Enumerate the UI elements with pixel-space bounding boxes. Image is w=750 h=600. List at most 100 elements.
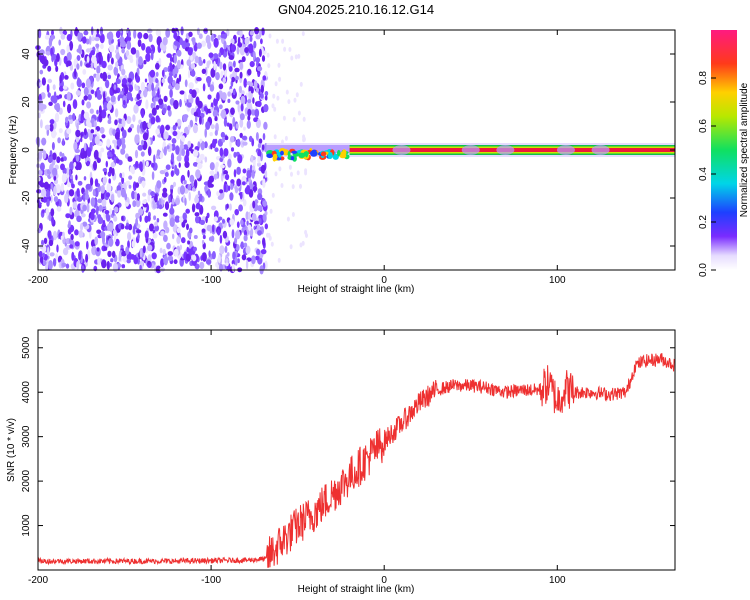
noise-cell <box>115 238 120 247</box>
x-tick-label: 0 <box>381 275 387 286</box>
noise-cell <box>75 174 78 181</box>
noise-cell <box>115 30 121 39</box>
noise-cell <box>158 98 164 105</box>
noise-cell <box>84 193 90 200</box>
noise-cell <box>176 227 181 234</box>
noise-cell <box>74 148 81 154</box>
noise-cell <box>96 65 101 75</box>
noise-cell <box>112 209 115 216</box>
noise-cell <box>227 91 231 97</box>
noise-cell <box>72 113 76 122</box>
noise-cell <box>83 128 87 136</box>
noise-cell <box>278 166 282 172</box>
noise-cell <box>301 240 305 246</box>
noise-cell <box>212 109 218 118</box>
noise-cell <box>48 37 53 47</box>
noise-cell <box>217 254 221 264</box>
noise-region <box>35 26 308 275</box>
noise-cell <box>181 135 186 143</box>
noise-cell <box>199 261 205 270</box>
noise-cell <box>101 109 107 119</box>
noise-cell <box>102 176 108 184</box>
noise-cell <box>183 114 189 119</box>
noise-cell <box>239 29 243 38</box>
noise-cell <box>193 235 198 239</box>
noise-cell <box>62 138 65 146</box>
noise-cell <box>174 215 181 223</box>
noise-cell <box>92 188 96 196</box>
noise-cell <box>86 101 92 109</box>
noise-cell <box>115 61 119 68</box>
noise-cell <box>295 92 299 98</box>
noise-cell <box>43 59 49 67</box>
noise-cell <box>66 167 70 176</box>
noise-cell <box>258 138 263 144</box>
noise-cell <box>245 211 249 221</box>
noise-cell <box>175 145 180 155</box>
noise-cell <box>43 237 48 245</box>
noise-cell <box>76 197 83 202</box>
noise-cell <box>122 256 128 263</box>
noise-cell <box>71 183 75 189</box>
noise-cell <box>39 182 46 188</box>
noise-cell <box>156 180 162 189</box>
noise-cell <box>195 202 201 210</box>
noise-cell <box>304 168 308 174</box>
noise-cell <box>79 60 83 67</box>
noise-cell <box>153 97 156 108</box>
noise-cell <box>121 78 128 85</box>
noise-cell <box>131 190 136 200</box>
noise-cell <box>254 108 260 118</box>
noise-cell <box>233 37 237 43</box>
noise-cell <box>121 215 124 221</box>
y-tick-label: 0 <box>21 147 32 153</box>
noise-cell <box>124 225 130 230</box>
noise-cell <box>219 234 223 244</box>
noise-cell <box>104 210 110 215</box>
noise-cell <box>115 158 120 164</box>
noise-cell <box>211 205 217 211</box>
noise-cell <box>173 99 179 110</box>
noise-cell <box>162 248 166 256</box>
noise-cell <box>170 184 174 190</box>
spectrogram-y-label: Frequency (Hz) <box>8 116 19 185</box>
noise-cell <box>175 168 180 176</box>
noise-cell <box>167 109 172 117</box>
colorbar-ticks: 0.0 0.2 0.4 0.6 0.8 <box>698 71 716 277</box>
noise-cell <box>163 95 168 103</box>
noise-cell <box>209 162 215 171</box>
noise-cell <box>85 183 92 190</box>
noise-cell <box>159 151 164 159</box>
noise-cell <box>62 100 66 108</box>
noise-cell <box>261 55 266 62</box>
noise-cell <box>94 135 100 145</box>
noise-cell <box>121 129 127 139</box>
noise-cell <box>50 183 54 190</box>
noise-cell <box>189 174 195 183</box>
noise-cell <box>237 36 241 46</box>
y-tick-label: 4000 <box>21 381 32 404</box>
noise-cell <box>251 169 255 179</box>
noise-cell <box>220 33 227 39</box>
noise-cell <box>252 200 256 209</box>
noise-cell <box>225 173 230 181</box>
noise-cell <box>49 119 55 125</box>
noise-cell <box>187 70 191 79</box>
noise-cell <box>239 118 244 128</box>
noise-cell <box>257 155 261 164</box>
noise-cell <box>95 43 100 48</box>
noise-cell <box>236 46 240 55</box>
noise-cell <box>48 234 52 240</box>
noise-cell <box>127 30 131 38</box>
noise-cell <box>220 131 226 138</box>
noise-cell <box>199 219 206 225</box>
noise-cell <box>50 208 55 217</box>
noise-cell <box>264 170 268 178</box>
noise-cell <box>94 236 99 246</box>
noise-cell <box>176 49 182 57</box>
noise-cell <box>223 148 229 157</box>
y-tick-label: 5000 <box>21 336 32 359</box>
noise-cell <box>65 116 69 124</box>
noise-cell <box>108 178 111 185</box>
